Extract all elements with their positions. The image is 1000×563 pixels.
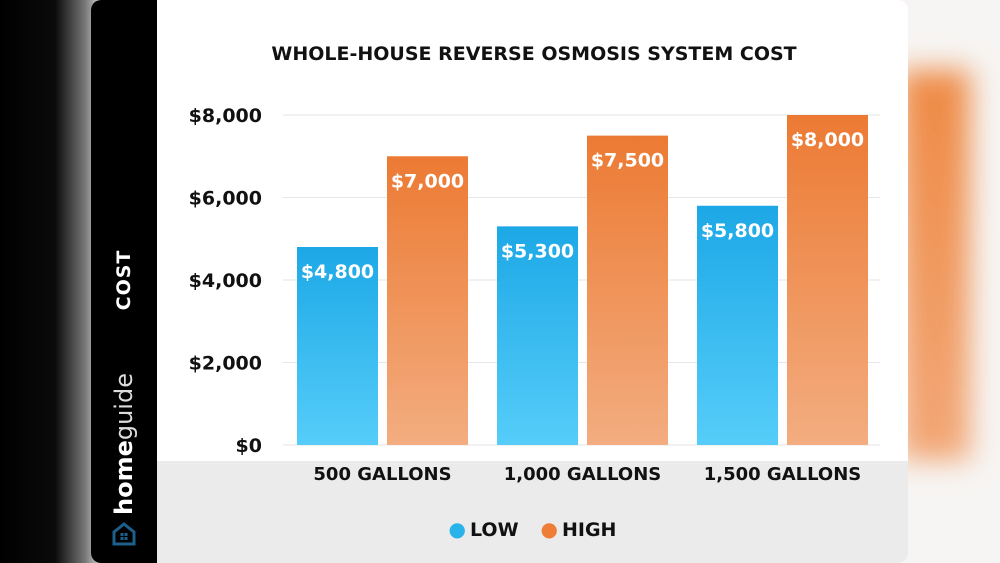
- bar-low: [297, 247, 378, 445]
- legend-item-low: ● LOW: [448, 517, 519, 541]
- data-label: $7,000: [391, 170, 464, 192]
- background-right: [900, 0, 1000, 563]
- data-label: $5,800: [701, 220, 774, 242]
- y-tick-label: $2,000: [189, 353, 262, 375]
- bar-low: [497, 226, 578, 445]
- y-tick-label: $8,000: [189, 105, 262, 127]
- legend-item-high: ● HIGH: [540, 517, 617, 541]
- y-tick-label: $0: [236, 435, 262, 457]
- y-tick-label: $6,000: [189, 188, 262, 210]
- chart-title: WHOLE-HOUSE REVERSE OSMOSIS SYSTEM COST: [271, 43, 796, 65]
- data-label: $7,500: [591, 150, 664, 172]
- sidebar: COST homeguide: [91, 0, 157, 563]
- bar-high: [587, 135, 668, 445]
- x-tick-label: 1,000 GALLONS: [504, 464, 662, 485]
- bar-high: [787, 115, 868, 445]
- bar-high: [387, 156, 468, 445]
- homeguide-logo: homeguide: [110, 373, 138, 547]
- legend: ● LOW ● HIGH: [157, 517, 908, 541]
- x-tick-label: 500 GALLONS: [313, 464, 451, 485]
- data-label: $8,000: [791, 129, 864, 151]
- data-label: $5,300: [501, 240, 574, 262]
- legend-band: ● LOW ● HIGH: [157, 461, 908, 563]
- bar-low: [697, 205, 778, 445]
- house-icon: [112, 522, 136, 546]
- background-left: [0, 0, 100, 563]
- chart-card: COST homeguide ● LOW ● HIGH: [91, 0, 908, 563]
- y-tick-label: $4,000: [189, 270, 262, 292]
- x-tick-label: 1,500 GALLONS: [704, 464, 862, 485]
- data-label: $4,800: [301, 261, 374, 283]
